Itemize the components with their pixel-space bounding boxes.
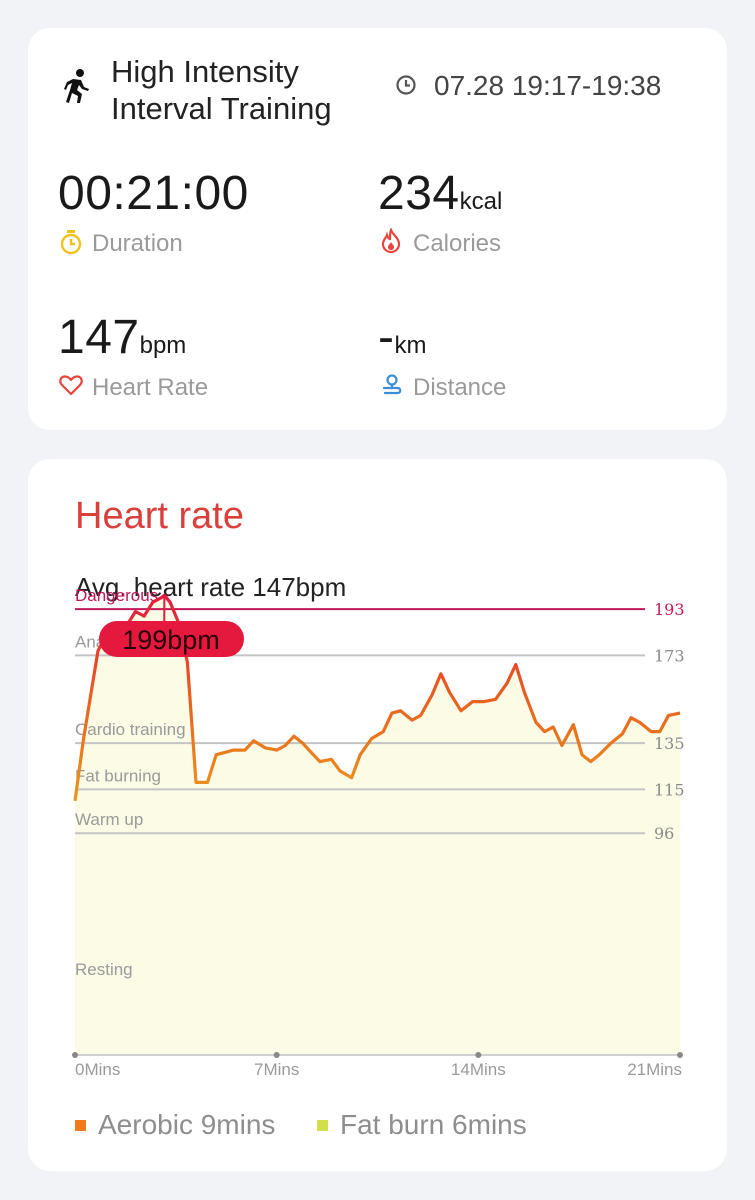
heart-rate-chart: 193Dangerous173Anaerobic135Cardio traini…	[72, 586, 685, 1079]
zone-threshold-fat-burning: 115	[654, 780, 685, 799]
heart-rate-card: Heart rate Avg. heart rate 147bpm 193 Dan…	[28, 459, 727, 1171]
workout-summary-card: High Intensity Interval Training 07.28 1…	[28, 28, 727, 430]
legend-aerobic-label: Aerobic 9mins	[98, 1109, 276, 1140]
zone-threshold-cardio-training: 135	[654, 734, 685, 753]
peak-badge	[99, 621, 244, 657]
zone-label-cardio-training: Cardio training	[75, 720, 186, 739]
legend-aerobic-swatch	[75, 1119, 86, 1131]
legend-aerobic: Aerobic 9mins	[75, 1109, 275, 1141]
flame-icon	[380, 228, 402, 254]
x-tick-dot	[273, 1052, 280, 1058]
distance-label: Distance	[413, 374, 507, 401]
legend-fat-burn-label: Fat burn 6mins	[340, 1109, 527, 1140]
workout-time-range: 07.28 19:17-19:38	[434, 70, 662, 101]
x-tick-label: 7Mins	[254, 1060, 299, 1079]
legend-fat-burn-swatch	[317, 1119, 328, 1131]
zone-label-fat-burning: Fat burning	[75, 766, 161, 785]
avg-heart-rate-text: Avg. heart rate 147bpm	[75, 572, 347, 602]
x-tick-label: 21Mins	[627, 1060, 682, 1079]
zone-threshold-dangerous: 193	[654, 600, 685, 619]
x-tick-dot	[475, 1052, 482, 1058]
calories-metric: 234kcal	[378, 166, 502, 221]
heart-rate-title: Heart rate	[75, 495, 244, 537]
zone-label-dangerous: Dangerous	[75, 586, 158, 605]
workout-title: High Intensity Interval Training	[111, 54, 332, 126]
zone-threshold-anaerobic: 173	[654, 646, 685, 665]
route-icon	[380, 373, 404, 399]
calories-value: 234	[378, 167, 460, 220]
distance-unit: km	[394, 332, 427, 359]
heart-icon	[59, 374, 83, 396]
heart-rate-unit: bpm	[139, 332, 187, 359]
clock-icon	[395, 74, 417, 96]
x-tick-dot	[677, 1052, 683, 1058]
heart-rate-area	[75, 595, 680, 1055]
legend-fat-burn: Fat burn 6mins	[317, 1109, 527, 1141]
duration-value: 00:21:00	[58, 167, 249, 220]
calories-unit: kcal	[459, 188, 503, 215]
x-tick-label: 0Mins	[75, 1060, 120, 1079]
running-figure-icon	[61, 68, 91, 104]
distance-metric: -km	[378, 310, 426, 365]
heart-rate-line	[73, 593, 681, 802]
calories-label: Calories	[413, 230, 502, 257]
x-tick-dot	[72, 1052, 78, 1058]
zone-label-resting: Resting	[75, 960, 133, 979]
heart-rate-metric: 147bpm	[58, 310, 186, 365]
distance-value: -	[378, 311, 395, 364]
duration-label: Duration	[92, 230, 183, 257]
zone-label-warm-up: Warm up	[75, 810, 143, 829]
x-tick-label: 14Mins	[451, 1060, 506, 1079]
heart-rate-label: Heart Rate	[92, 374, 209, 401]
peak-label: 199bpm	[122, 625, 220, 655]
heart-rate-value: 147	[58, 311, 140, 364]
zone-threshold-warm-up: 96	[654, 824, 674, 843]
stopwatch-icon	[59, 229, 83, 255]
